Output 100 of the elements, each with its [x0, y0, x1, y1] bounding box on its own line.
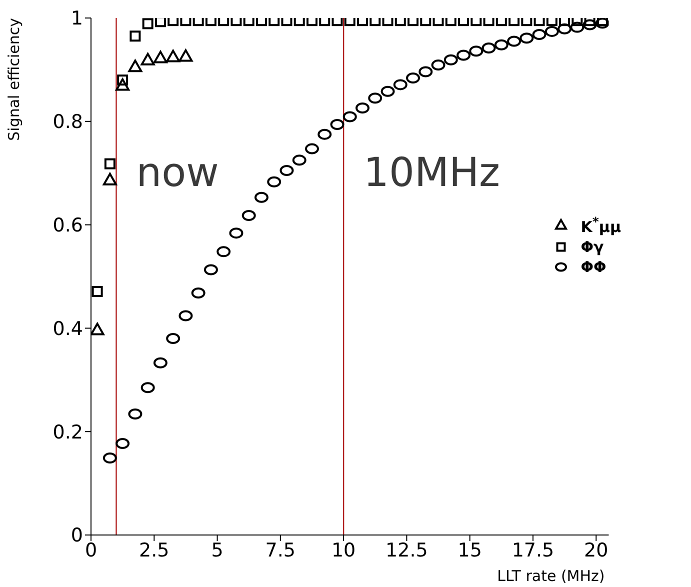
point — [306, 18, 318, 26]
y-tick-label: 0 — [70, 524, 83, 547]
point — [507, 36, 522, 47]
point — [332, 18, 343, 26]
point — [102, 172, 117, 186]
point — [408, 18, 419, 26]
point — [128, 60, 142, 72]
x-tick-label: 17.5 — [512, 539, 554, 562]
y-tick-label: 0.6 — [52, 214, 83, 237]
point — [431, 60, 446, 71]
point — [230, 18, 242, 26]
y-tick-label: 0.8 — [52, 111, 83, 134]
point — [532, 29, 546, 40]
legend-label: ΦΦ — [580, 257, 606, 277]
point — [544, 26, 559, 37]
point — [380, 86, 395, 97]
x-tick-label: 0 — [84, 539, 98, 562]
point — [243, 18, 254, 26]
point — [572, 18, 583, 26]
x-axis-title: LLT rate (MHz) — [497, 567, 605, 585]
point — [584, 18, 596, 26]
point — [319, 18, 330, 26]
point — [292, 154, 306, 166]
point — [342, 111, 357, 122]
point — [154, 18, 166, 28]
x-tick-label: 15 — [458, 539, 482, 562]
point — [483, 18, 494, 26]
point — [178, 310, 193, 322]
point — [180, 18, 192, 26]
point — [254, 192, 268, 203]
point — [357, 18, 368, 26]
point — [92, 286, 103, 297]
ref-line-label: 10MHz — [364, 150, 500, 196]
x-tick-label: 12.5 — [386, 539, 428, 562]
point — [140, 382, 155, 394]
point — [128, 408, 142, 420]
point — [216, 246, 231, 258]
point — [559, 18, 570, 26]
point — [558, 23, 572, 34]
point — [494, 39, 508, 50]
point — [520, 32, 534, 44]
point — [153, 357, 168, 368]
x-tick-label: 10 — [331, 539, 356, 562]
legend-label: K$^{*}$μμ — [580, 213, 621, 237]
point — [370, 18, 381, 26]
point — [102, 452, 117, 464]
point — [204, 264, 218, 276]
y-tick-label: 0.2 — [52, 421, 83, 444]
point — [458, 18, 470, 26]
point — [582, 19, 597, 30]
point — [281, 18, 292, 26]
point — [142, 18, 154, 30]
point — [420, 18, 432, 26]
point — [318, 128, 332, 140]
point — [166, 333, 180, 344]
point — [191, 288, 206, 299]
point — [356, 102, 370, 114]
point — [570, 22, 584, 33]
x-tick-label: 2.5 — [139, 539, 170, 562]
point — [116, 78, 130, 91]
point — [456, 50, 471, 61]
point — [508, 18, 520, 26]
y-tick-label: 0.4 — [52, 318, 83, 340]
point — [218, 18, 230, 26]
ref-line-label: now — [136, 150, 219, 196]
y-tick-label: 1 — [70, 8, 83, 30]
point — [546, 18, 558, 26]
x-tick-label: 7.5 — [265, 539, 296, 562]
point — [268, 18, 280, 26]
point — [344, 18, 356, 26]
point — [192, 18, 204, 26]
point — [482, 42, 496, 54]
x-tick-label: 5 — [211, 539, 224, 562]
point — [229, 228, 244, 239]
point — [242, 210, 256, 221]
point — [496, 18, 507, 26]
point — [330, 119, 344, 130]
point — [393, 79, 408, 90]
point — [304, 143, 319, 154]
point — [418, 66, 433, 78]
x-tick-label: 20 — [584, 539, 608, 562]
point — [534, 18, 545, 26]
point — [445, 18, 456, 26]
legend-label: Φγ — [580, 237, 604, 257]
point — [104, 158, 116, 170]
point — [256, 18, 267, 26]
point — [521, 18, 532, 26]
point — [130, 30, 141, 42]
point — [294, 18, 305, 26]
point — [116, 438, 130, 449]
point — [382, 18, 394, 26]
point — [444, 54, 458, 66]
point — [406, 72, 420, 84]
point — [280, 165, 294, 176]
point — [168, 18, 179, 26]
point — [470, 18, 482, 26]
point — [205, 18, 216, 26]
point — [91, 322, 104, 336]
point — [394, 18, 406, 26]
point — [469, 46, 484, 57]
